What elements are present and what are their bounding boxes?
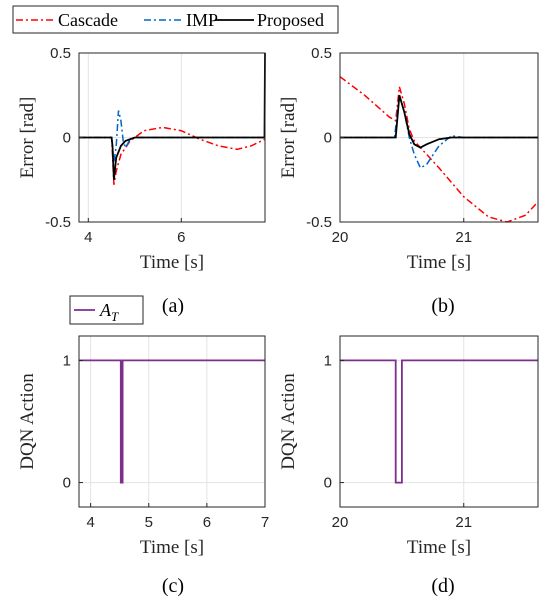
y-tick-label: -0.5 xyxy=(306,214,332,231)
legend-label-subscript: T xyxy=(111,309,119,324)
y-axis-label: DQN Action xyxy=(17,373,38,470)
panel-caption: (a) xyxy=(162,295,184,317)
series-layer xyxy=(79,52,539,484)
y-tick-label: 1 xyxy=(324,352,332,369)
legend-label-imp: IMP xyxy=(186,10,218,30)
x-tick-label: 6 xyxy=(177,229,185,246)
x-axis-label: Time [s] xyxy=(140,252,204,273)
text-layer: 4 6 -0.5 0 0.5 Time [s] Error [rad] (a) 20 21 -0.5… xyxy=(17,45,472,597)
x-axis-label: Time [s] xyxy=(407,537,471,558)
y-tick-label: 0.5 xyxy=(311,45,332,62)
series-line-cascade xyxy=(79,126,266,185)
panel-caption: (b) xyxy=(431,295,454,317)
legend-label-cascade: Cascade xyxy=(58,10,118,30)
y-tick-label: 0 xyxy=(324,130,332,147)
x-tick-label: 20 xyxy=(332,229,349,246)
y-tick-label: 0 xyxy=(63,130,71,147)
y-tick-label: 0 xyxy=(63,475,71,492)
y-tick-label: -0.5 xyxy=(45,214,71,231)
series-line-a-t xyxy=(340,359,538,484)
y-tick-label: 0.5 xyxy=(50,45,71,62)
y-axis-label: Error [rad] xyxy=(278,97,299,179)
x-tick-label: 21 xyxy=(455,229,472,246)
panel-caption: (c) xyxy=(162,575,184,597)
x-tick-label: 21 xyxy=(455,514,472,531)
series-line-cascade xyxy=(339,76,539,223)
series-line-imp xyxy=(340,95,538,169)
x-tick-label: 4 xyxy=(84,229,92,246)
plot-frame xyxy=(339,335,539,508)
x-tick-label: 20 xyxy=(332,514,349,531)
frame-layer xyxy=(78,52,539,508)
x-tick-label: 6 xyxy=(203,514,211,531)
x-tick-label: 4 xyxy=(86,514,94,531)
series-line-a-t xyxy=(79,359,265,484)
x-axis-label: Time [s] xyxy=(407,252,471,273)
series-line-proposed xyxy=(79,52,266,180)
plot-frame xyxy=(78,335,266,508)
y-tick-label: 1 xyxy=(63,352,71,369)
y-axis-label: DQN Action xyxy=(278,373,299,470)
x-tick-label: 5 xyxy=(145,514,153,531)
x-tick-label: 7 xyxy=(261,514,269,531)
series-line-proposed xyxy=(340,95,538,149)
y-tick-label: 0 xyxy=(324,475,332,492)
y-axis-label: Error [rad] xyxy=(17,97,38,179)
legend-label-proposed: Proposed xyxy=(257,10,324,30)
x-axis-label: Time [s] xyxy=(140,537,204,558)
grid-layer xyxy=(79,52,538,507)
panel-caption: (d) xyxy=(431,575,454,597)
